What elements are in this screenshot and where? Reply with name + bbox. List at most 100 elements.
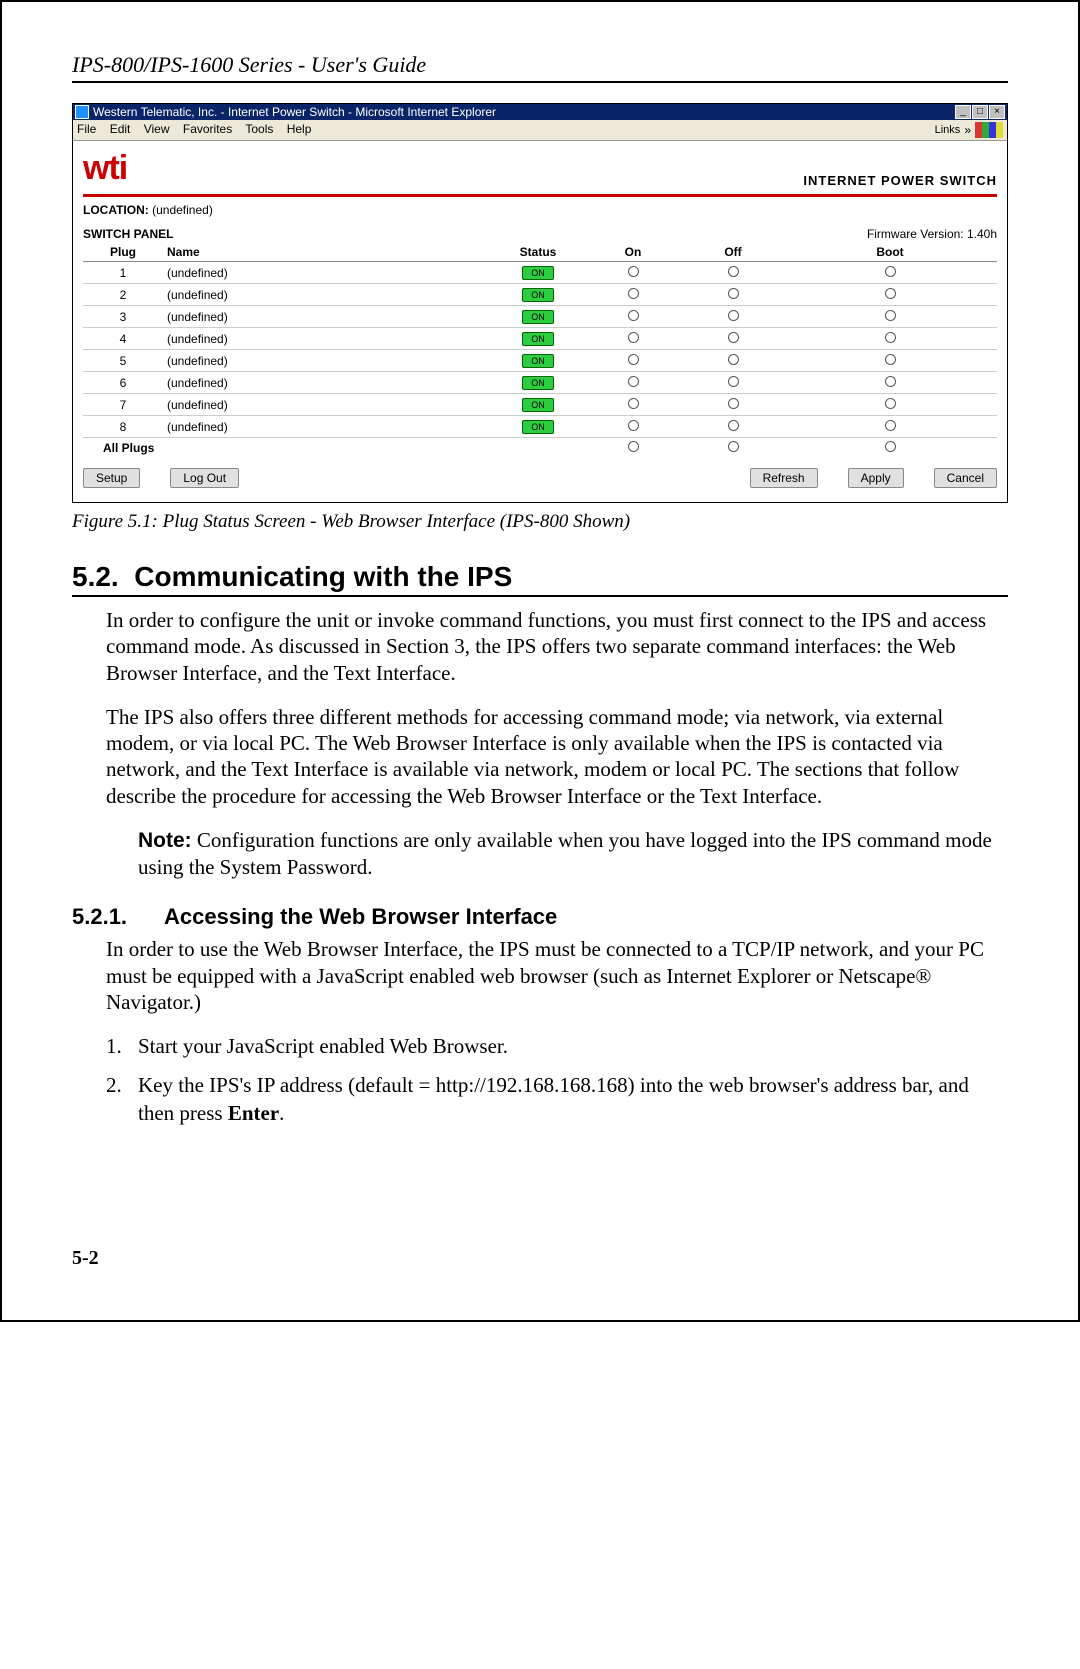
- plug-cell: 1: [83, 262, 163, 284]
- sec521-p1: In order to use the Web Browser Interfac…: [106, 936, 1008, 1015]
- refresh-button[interactable]: Refresh: [750, 468, 818, 488]
- boot-radio[interactable]: [885, 398, 896, 409]
- name-cell: (undefined): [163, 350, 493, 372]
- off-radio[interactable]: [728, 441, 739, 452]
- note-text: Configuration functions are only availab…: [138, 828, 992, 879]
- on-radio[interactable]: [628, 354, 639, 365]
- name-cell: (undefined): [163, 372, 493, 394]
- col-off: Off: [683, 243, 783, 262]
- apply-button[interactable]: Apply: [848, 468, 904, 488]
- all-plugs-row: All Plugs: [83, 438, 997, 459]
- boot-radio[interactable]: [885, 441, 896, 452]
- menu-file[interactable]: File: [77, 122, 96, 136]
- on-radio[interactable]: [628, 288, 639, 299]
- boot-radio[interactable]: [885, 288, 896, 299]
- links-label[interactable]: Links: [935, 124, 961, 136]
- plug-cell: 4: [83, 328, 163, 350]
- col-boot: Boot: [783, 243, 997, 262]
- col-status: Status: [493, 243, 583, 262]
- header-rule: [72, 81, 1008, 83]
- table-row: 2(undefined)ON: [83, 284, 997, 306]
- name-cell: (undefined): [163, 416, 493, 438]
- on-radio[interactable]: [628, 332, 639, 343]
- switch-panel-label: SWITCH PANEL: [83, 227, 173, 241]
- boot-radio[interactable]: [885, 310, 896, 321]
- name-cell: (undefined): [163, 306, 493, 328]
- boot-radio[interactable]: [885, 354, 896, 365]
- setup-button[interactable]: Setup: [83, 468, 140, 488]
- status-cell: ON: [493, 284, 583, 306]
- all-plugs-label: All Plugs: [83, 438, 493, 459]
- firmware-version: Firmware Version: 1.40h: [867, 227, 997, 241]
- maximize-icon[interactable]: □: [972, 105, 988, 119]
- off-radio[interactable]: [728, 332, 739, 343]
- on-radio[interactable]: [628, 398, 639, 409]
- off-radio[interactable]: [728, 420, 739, 431]
- plug-cell: 2: [83, 284, 163, 306]
- boot-radio[interactable]: [885, 420, 896, 431]
- step-list: 1. Start your JavaScript enabled Web Bro…: [106, 1033, 1008, 1127]
- off-radio[interactable]: [728, 376, 739, 387]
- location-label: LOCATION:: [83, 203, 149, 217]
- on-radio[interactable]: [628, 420, 639, 431]
- name-cell: (undefined): [163, 262, 493, 284]
- on-radio[interactable]: [628, 376, 639, 387]
- wti-logo: wti: [83, 149, 127, 188]
- section-5-2-heading: 5.2. Communicating with the IPS: [72, 561, 1008, 593]
- section-rule: [72, 595, 1008, 597]
- close-icon[interactable]: ×: [989, 105, 1005, 119]
- plug-cell: 5: [83, 350, 163, 372]
- name-cell: (undefined): [163, 328, 493, 350]
- on-radio[interactable]: [628, 310, 639, 321]
- table-row: 3(undefined)ON: [83, 306, 997, 328]
- off-radio[interactable]: [728, 288, 739, 299]
- table-row: 1(undefined)ON: [83, 262, 997, 284]
- boot-radio[interactable]: [885, 332, 896, 343]
- name-cell: (undefined): [163, 394, 493, 416]
- status-cell: ON: [493, 372, 583, 394]
- menu-tools[interactable]: Tools: [245, 122, 273, 136]
- off-radio[interactable]: [728, 266, 739, 277]
- browser-titlebar: Western Telematic, Inc. - Internet Power…: [73, 104, 1007, 120]
- status-cell: ON: [493, 394, 583, 416]
- sec52-p2: The IPS also offers three different meth…: [106, 704, 1008, 809]
- cancel-button[interactable]: Cancel: [934, 468, 997, 488]
- menu-edit[interactable]: Edit: [110, 122, 131, 136]
- page-header: IPS-800/IPS-1600 Series - User's Guide: [72, 52, 1008, 78]
- boot-radio[interactable]: [885, 376, 896, 387]
- figure-caption: Figure 5.1: Plug Status Screen - Web Bro…: [72, 511, 1008, 533]
- menu-view[interactable]: View: [144, 122, 170, 136]
- plug-cell: 6: [83, 372, 163, 394]
- browser-window: Western Telematic, Inc. - Internet Power…: [72, 103, 1008, 503]
- location-value: (undefined): [152, 203, 213, 217]
- status-cell: ON: [493, 328, 583, 350]
- sec52-p1: In order to configure the unit or invoke…: [106, 607, 1008, 686]
- menu-help[interactable]: Help: [287, 122, 312, 136]
- off-radio[interactable]: [728, 398, 739, 409]
- col-name: Name: [163, 243, 493, 262]
- status-cell: ON: [493, 306, 583, 328]
- status-cell: ON: [493, 262, 583, 284]
- status-cell: ON: [493, 350, 583, 372]
- off-radio[interactable]: [728, 354, 739, 365]
- menu-favorites[interactable]: Favorites: [183, 122, 232, 136]
- chevron-icon: »: [964, 123, 971, 137]
- note-block: Note: Configuration functions are only a…: [138, 827, 1008, 881]
- plug-cell: 7: [83, 394, 163, 416]
- product-label: INTERNET POWER SWITCH: [803, 173, 997, 188]
- minimize-icon[interactable]: _: [955, 105, 971, 119]
- on-radio[interactable]: [628, 441, 639, 452]
- boot-radio[interactable]: [885, 266, 896, 277]
- on-radio[interactable]: [628, 266, 639, 277]
- app-content: wti INTERNET POWER SWITCH LOCATION: (und…: [73, 141, 1007, 502]
- off-radio[interactable]: [728, 310, 739, 321]
- page-number: 5-2: [72, 1247, 1008, 1270]
- note-label: Note:: [138, 829, 192, 852]
- table-row: 8(undefined)ON: [83, 416, 997, 438]
- table-row: 4(undefined)ON: [83, 328, 997, 350]
- windows-flag-icon: [975, 122, 1003, 138]
- logout-button[interactable]: Log Out: [170, 468, 239, 488]
- window-title: Western Telematic, Inc. - Internet Power…: [93, 105, 496, 119]
- plug-cell: 8: [83, 416, 163, 438]
- name-cell: (undefined): [163, 284, 493, 306]
